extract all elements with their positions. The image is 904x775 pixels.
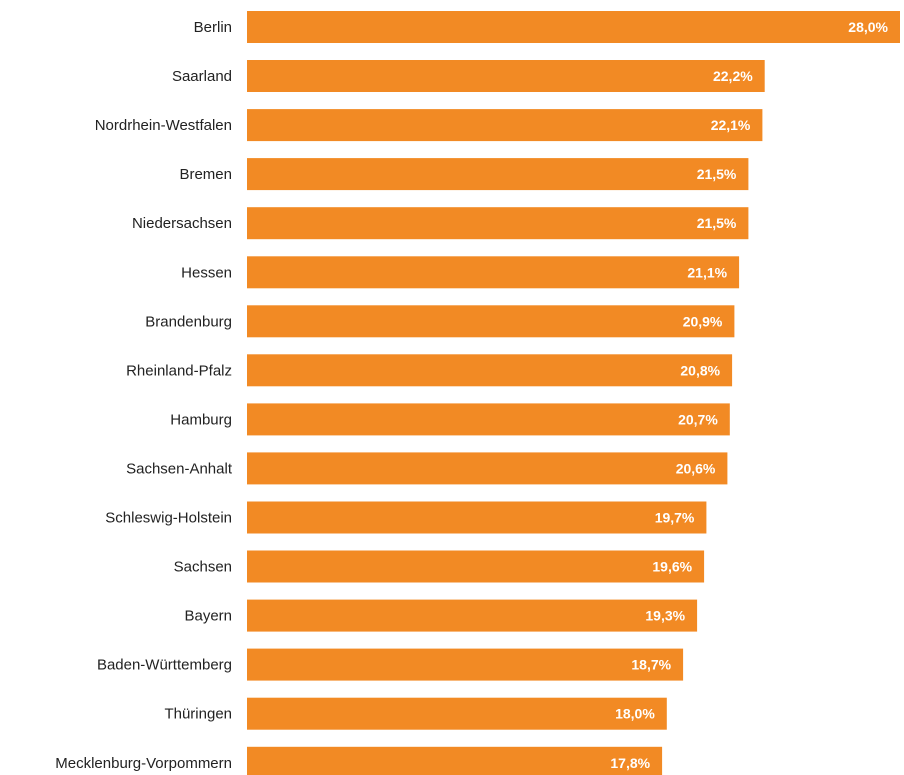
bar-6 [247, 305, 735, 338]
bar-10 [247, 501, 707, 534]
value-label-1: 22,2% [713, 68, 753, 84]
bar-12 [247, 599, 698, 632]
bar-group: Berlin 28,0% Saarland 22,2% Nordrhein-Westfa… [55, 11, 900, 775]
category-label-1: Saarland [172, 68, 232, 85]
value-label-13: 18,7% [631, 657, 671, 673]
bar-4 [247, 207, 749, 240]
value-label-4: 21,5% [697, 215, 737, 231]
value-label-12: 19,3% [645, 608, 685, 624]
bar-9 [247, 452, 728, 485]
value-label-15: 17,8% [610, 755, 650, 771]
bar-7 [247, 354, 733, 387]
bar-13 [247, 648, 684, 681]
bar-2 [247, 109, 763, 142]
category-label-5: Hessen [181, 264, 232, 281]
category-label-13: Baden-Württemberg [97, 657, 232, 674]
category-label-3: Bremen [179, 166, 232, 183]
category-label-7: Rheinland-Pfalz [126, 362, 232, 379]
category-label-0: Berlin [194, 19, 232, 36]
value-label-2: 22,1% [711, 117, 751, 133]
category-label-11: Sachsen [174, 559, 232, 576]
bar-1 [247, 60, 765, 92]
value-label-6: 20,9% [683, 313, 723, 329]
category-label-10: Schleswig-Holstein [105, 510, 232, 527]
category-label-8: Hamburg [170, 411, 232, 428]
bar-14 [247, 697, 667, 730]
value-label-3: 21,5% [697, 166, 737, 182]
category-label-4: Niedersachsen [132, 215, 232, 232]
value-label-10: 19,7% [655, 510, 695, 526]
bar-11 [247, 550, 705, 583]
value-label-7: 20,8% [680, 362, 720, 378]
category-label-12: Bayern [184, 608, 232, 625]
bar-3 [247, 158, 749, 191]
bar-8 [247, 403, 730, 436]
value-label-5: 21,1% [687, 264, 727, 280]
category-label-15: Mecklenburg-Vorpommern [55, 755, 232, 772]
category-label-6: Brandenburg [145, 313, 232, 330]
bar-5 [247, 256, 740, 289]
value-label-0: 28,0% [848, 19, 888, 35]
value-label-8: 20,7% [678, 411, 718, 427]
bar-0 [247, 11, 900, 43]
value-label-14: 18,0% [615, 706, 655, 722]
value-label-11: 19,6% [652, 559, 692, 575]
category-label-2: Nordrhein-Westfalen [95, 117, 232, 134]
category-label-9: Sachsen-Anhalt [126, 460, 233, 477]
category-label-14: Thüringen [164, 706, 232, 723]
bar-15 [247, 746, 663, 775]
value-label-9: 20,6% [676, 460, 716, 476]
